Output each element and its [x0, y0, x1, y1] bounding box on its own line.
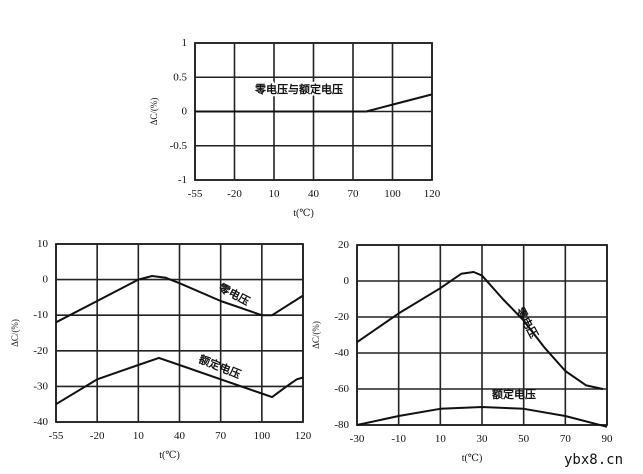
- chart-1: -55 -20 10 40 70 100 120 1 0.5 0 -0.5 -1 t(℃) ΔC/(%) 零…: [149, 37, 441, 219]
- y-tick-label: -0.5: [170, 140, 188, 152]
- x-tick-label: 40: [308, 188, 320, 200]
- y-tick-label: -40: [33, 416, 48, 428]
- y-tick-label: 0: [43, 274, 49, 286]
- series-line-1: [356, 271, 604, 390]
- x-tick-label: 10: [435, 433, 447, 445]
- x-tick-label: 90: [602, 433, 614, 445]
- x-tick-label: -55: [49, 430, 64, 442]
- x-axis-label: t(℃): [159, 450, 180, 461]
- plot-frame: [356, 244, 608, 426]
- y-axis-label: ΔC/(%): [311, 321, 321, 349]
- x-tick-label: 40: [174, 430, 186, 442]
- x-tick-label: 70: [215, 430, 227, 442]
- y-tick-label: -30: [33, 380, 48, 392]
- series-line-2: [356, 406, 608, 428]
- x-axis-label: t(℃): [293, 208, 314, 219]
- y-tick-label: -20: [33, 345, 48, 357]
- chart-3: -30 -10 10 30 50 70 90 20 0 -20 -40 -60 -80 t(℃) ΔC/(%…: [311, 239, 613, 464]
- watermark: ybx8.cn: [562, 452, 626, 468]
- x-tick-label: 70: [560, 433, 572, 445]
- x-tick-label: -20: [90, 430, 105, 442]
- x-tick-label: -20: [227, 188, 242, 200]
- series-annotation: 额定电压: [492, 387, 536, 401]
- x-axis-label: t(℃): [462, 453, 483, 464]
- x-tick-label: 100: [254, 430, 271, 442]
- y-tick-label: 0: [344, 275, 350, 287]
- y-tick-label: -40: [334, 347, 349, 359]
- y-tick-label: -10: [33, 309, 48, 321]
- series-annotation: 零电压与额定电压: [254, 82, 343, 96]
- y-axis-label: ΔC/(%): [149, 98, 159, 126]
- y-axis-label: ΔC/(%): [10, 319, 20, 347]
- x-tick-label: -30: [350, 433, 365, 445]
- x-tick-label: 10: [133, 430, 145, 442]
- y-tick-label: -20: [334, 311, 349, 323]
- x-tick-label: -55: [188, 188, 203, 200]
- y-tick-label: 0.5: [173, 71, 187, 83]
- series-line-2: [55, 356, 304, 406]
- y-tick-label: -1: [178, 174, 187, 186]
- x-tick-label: 10: [269, 188, 281, 200]
- x-tick-label: -10: [391, 433, 406, 445]
- series-line-1: [195, 93, 433, 113]
- chart-2: -55 -20 10 40 70 100 120100-10-20-30-40t(℃)ΔC/…: [10, 238, 312, 461]
- x-tick-label: 100: [384, 188, 401, 200]
- series-annotation: 零电压: [513, 304, 541, 341]
- plot-frame: [55, 243, 304, 423]
- series-line-1: [55, 275, 304, 324]
- y-tick-label: -80: [334, 419, 349, 431]
- x-tick-label: 30: [477, 433, 489, 445]
- x-tick-label: 120: [295, 430, 312, 442]
- y-tick-label: 20: [338, 239, 350, 251]
- y-tick-label: 0: [182, 106, 188, 118]
- y-tick-label: -60: [334, 383, 349, 395]
- x-tick-label: 70: [348, 188, 360, 200]
- y-tick-label: 1: [182, 37, 188, 49]
- y-tick-label: 10: [37, 238, 49, 250]
- x-tick-label: 50: [518, 433, 530, 445]
- x-tick-label: 120: [424, 188, 441, 200]
